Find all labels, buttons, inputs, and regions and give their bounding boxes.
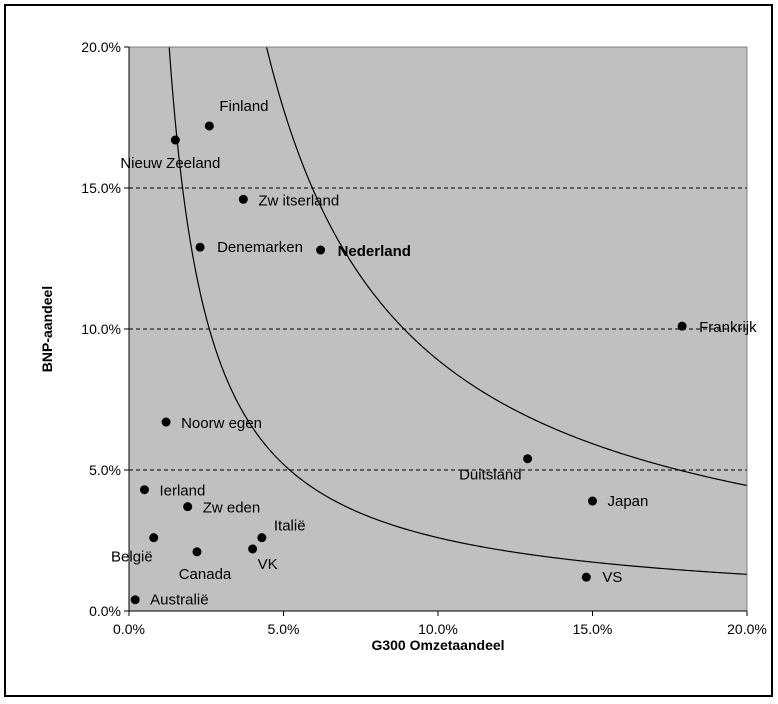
y-tick-label: 10.0% bbox=[81, 321, 121, 337]
x-tick-label: 10.0% bbox=[418, 621, 458, 637]
point-label: Italië bbox=[274, 518, 306, 535]
point-label: Australië bbox=[150, 592, 208, 609]
curve-2 bbox=[265, 47, 747, 487]
point-label: Canada bbox=[179, 566, 232, 583]
point-label: Nieuw Zeeland bbox=[120, 155, 220, 172]
data-point bbox=[170, 135, 180, 145]
point-label: Denemarken bbox=[217, 239, 303, 256]
data-point bbox=[588, 496, 597, 506]
y-tick-label: 20.0% bbox=[81, 39, 121, 55]
point-label: VK bbox=[258, 556, 278, 573]
point-label: Zw eden bbox=[203, 500, 261, 517]
point-label: Nederland bbox=[338, 243, 411, 260]
data-point bbox=[149, 533, 159, 543]
data-point bbox=[204, 121, 214, 131]
data-point bbox=[581, 572, 591, 582]
x-axis-title: G300 Omzetaandeel bbox=[371, 637, 504, 653]
data-point bbox=[192, 547, 202, 557]
curve-1 bbox=[168, 47, 747, 575]
data-point bbox=[238, 194, 248, 204]
data-point bbox=[195, 242, 205, 252]
point-label: Japan bbox=[608, 493, 649, 510]
y-tick-label: 0.0% bbox=[89, 603, 121, 619]
data-point bbox=[161, 417, 171, 427]
x-tick-label: 5.0% bbox=[268, 621, 300, 637]
data-point bbox=[130, 595, 140, 605]
data-point bbox=[523, 454, 533, 464]
y-tick-label: 15.0% bbox=[81, 180, 121, 196]
point-label: Frankrijk bbox=[699, 319, 757, 336]
point-label: Finland bbox=[219, 98, 268, 115]
data-point bbox=[316, 245, 326, 255]
point-label: VS bbox=[602, 569, 622, 586]
x-axis-ticks: 0.0% 5.0% 10.0% 15.0% 20.0% bbox=[113, 611, 767, 637]
data-point bbox=[677, 321, 687, 331]
gridlines bbox=[129, 187, 747, 471]
y-axis-title: BNP-aandeel bbox=[39, 286, 55, 372]
data-point bbox=[257, 533, 267, 543]
data-point bbox=[183, 502, 193, 512]
data-labels: Finland Nieuw Zeeland Zw itserland Denemark… bbox=[111, 98, 757, 609]
data-points bbox=[130, 121, 687, 605]
point-label: Zw itserland bbox=[258, 192, 339, 209]
data-point bbox=[139, 485, 149, 495]
point-label: Noorw egen bbox=[181, 415, 262, 432]
point-label: Ierland bbox=[159, 483, 205, 500]
y-tick-label: 5.0% bbox=[89, 462, 121, 478]
x-tick-label: 15.0% bbox=[573, 621, 613, 637]
y-axis-ticks: 0.0% 5.0% 10.0% 15.0% 20.0% bbox=[81, 39, 129, 619]
x-tick-label: 0.0% bbox=[113, 621, 145, 637]
data-point bbox=[248, 544, 258, 554]
x-tick-label: 20.0% bbox=[727, 621, 767, 637]
point-label: Duitsland bbox=[459, 467, 522, 484]
curves bbox=[168, 47, 747, 575]
point-label: België bbox=[111, 549, 153, 566]
